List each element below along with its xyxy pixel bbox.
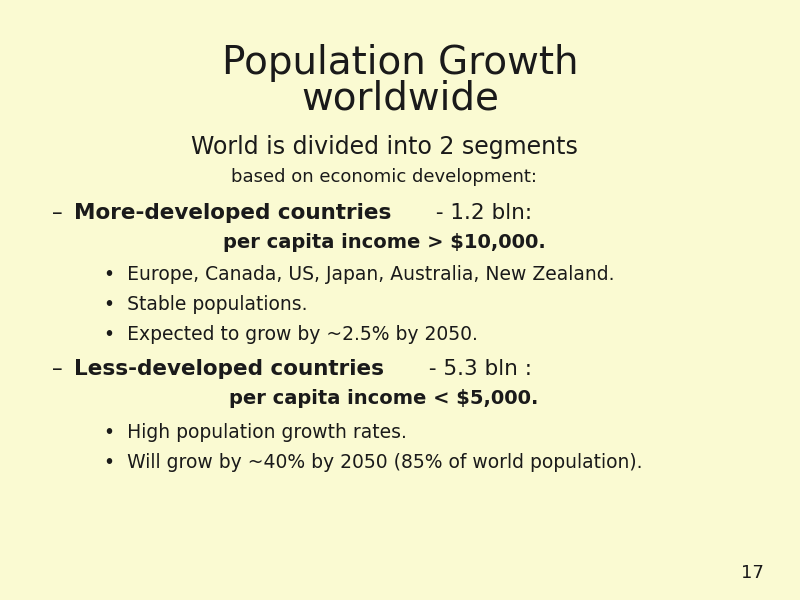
Text: based on economic development:: based on economic development: xyxy=(231,168,537,186)
Text: per capita income < $5,000.: per capita income < $5,000. xyxy=(230,389,538,409)
Text: –: – xyxy=(52,359,70,379)
Text: Less-developed countries: Less-developed countries xyxy=(74,359,384,379)
Text: •  Will grow by ~40% by 2050 (85% of world population).: • Will grow by ~40% by 2050 (85% of worl… xyxy=(104,452,642,472)
Text: 17: 17 xyxy=(741,564,764,582)
Text: worldwide: worldwide xyxy=(301,80,499,118)
Text: More-developed countries: More-developed countries xyxy=(74,203,392,223)
Text: per capita income > $10,000.: per capita income > $10,000. xyxy=(222,233,546,253)
Text: - 1.2 bln:: - 1.2 bln: xyxy=(429,203,532,223)
Text: •  Europe, Canada, US, Japan, Australia, New Zealand.: • Europe, Canada, US, Japan, Australia, … xyxy=(104,265,614,284)
Text: World is divided into 2 segments: World is divided into 2 segments xyxy=(190,135,578,159)
Text: Population Growth: Population Growth xyxy=(222,44,578,82)
Text: - 5.3 bln :: - 5.3 bln : xyxy=(422,359,532,379)
Text: –: – xyxy=(52,203,70,223)
Text: •  Expected to grow by ~2.5% by 2050.: • Expected to grow by ~2.5% by 2050. xyxy=(104,325,478,344)
Text: •  High population growth rates.: • High population growth rates. xyxy=(104,422,407,442)
Text: •  Stable populations.: • Stable populations. xyxy=(104,295,307,314)
